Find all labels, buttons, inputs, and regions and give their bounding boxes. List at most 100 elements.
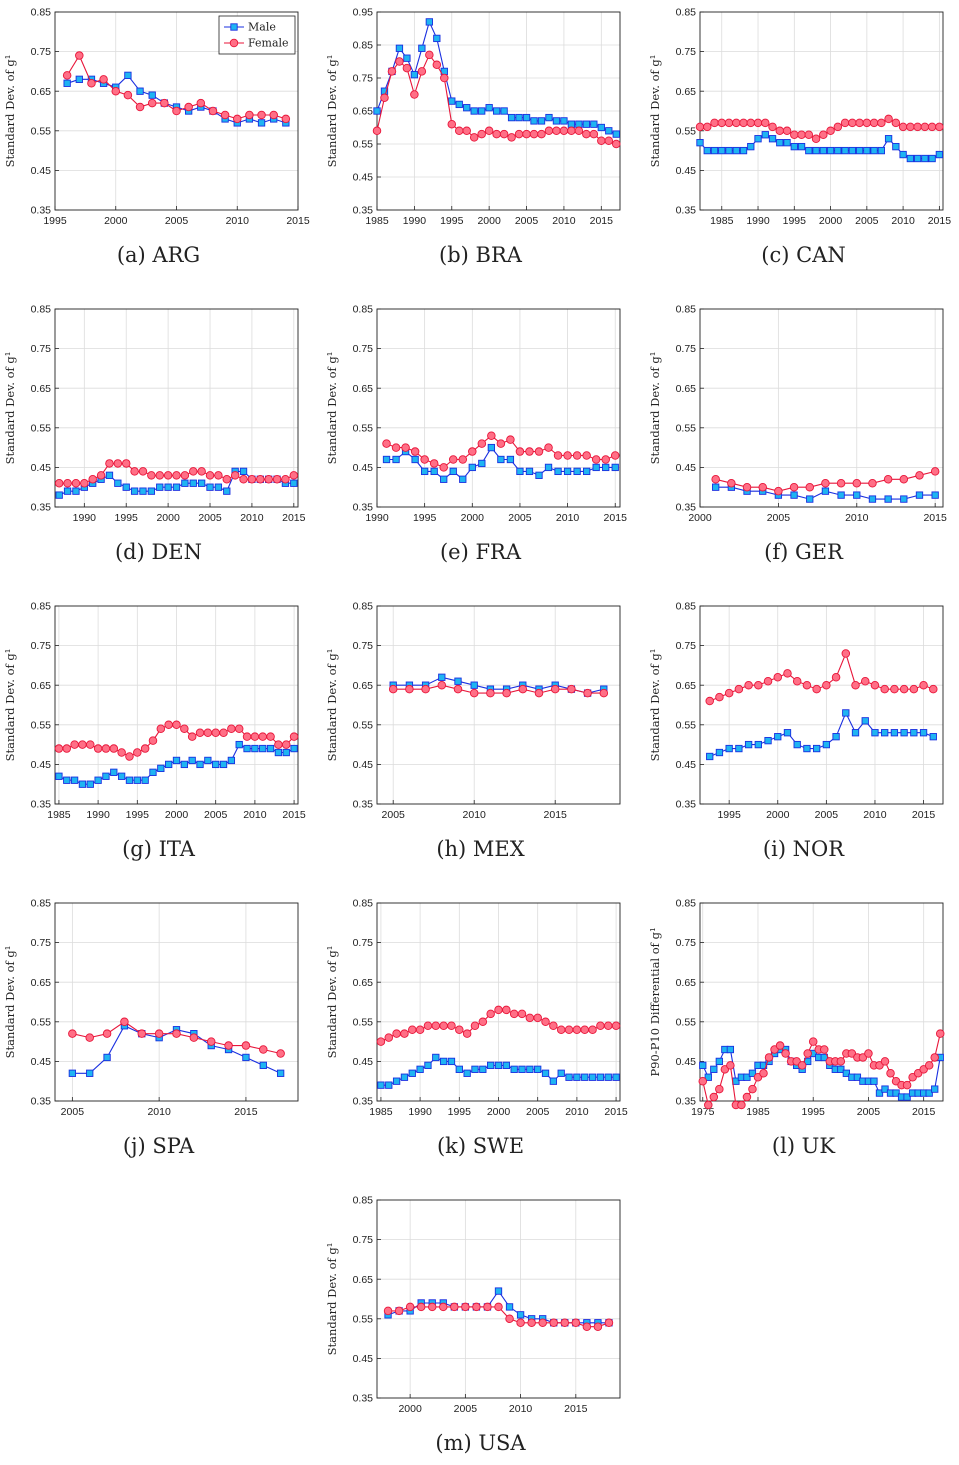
female-data-point [133,748,142,757]
x-tick-label: 2010 [226,215,250,227]
male-data-point [416,1065,424,1073]
female-data-point [753,118,763,128]
female-data-point [394,1306,404,1316]
female-data-point [515,447,525,456]
female-data-point [724,118,734,128]
chart-panel-4: 0.35 0.45 0.55 0.65 0.75 0.85 1990 1995 2000 2005… [3,304,306,564]
y-tick-label: 0.55 [676,719,697,731]
y-tick-label: 0.85 [31,601,52,613]
female-data-point [405,684,414,694]
female-data-point [870,680,880,690]
female-data-point [705,696,714,706]
female-data-point [711,475,720,484]
male-data-point [712,483,720,491]
female-data-point [518,684,528,694]
female-data-point [695,122,705,132]
y-tick-label: 0.35 [676,502,697,514]
female-data-point [773,673,783,682]
male-data-point [373,107,381,115]
female-data-point [405,1302,415,1312]
female-data-point [117,748,126,757]
male-data-point [157,764,165,773]
male-data-point [180,760,188,769]
female-data-point [499,129,509,139]
panel-caption: (a) ARG [117,243,200,267]
female-data-point [241,1041,251,1050]
female-data-point [410,447,420,456]
female-data-point [276,1049,285,1058]
male-data-point [842,1069,851,1077]
y-tick-label: 0.35 [31,502,52,514]
female-data-point [737,1100,746,1110]
female-data-point [80,478,89,488]
male-data-point [470,681,478,689]
axes-box [376,605,621,805]
male-data-point [468,463,476,472]
male-data-point [86,780,94,788]
male-data-point [385,1081,393,1089]
male-data-point [768,135,777,143]
female-data-point [538,1318,547,1328]
female-data-point [505,1314,514,1324]
female-data-point [421,684,430,694]
y-tick-label: 0.65 [676,86,697,98]
y-tick-label: 0.85 [353,898,374,910]
male-data-point [526,1065,534,1073]
x-tick-label: 2010 [552,215,576,227]
male-data-point [463,104,471,112]
axes-box [376,308,621,508]
female-data-point [439,1302,448,1312]
female-data-point [517,1009,527,1019]
female-data-point [559,126,569,136]
female-data-point [470,1021,480,1031]
male-data-point [447,1057,456,1066]
male-data-point [819,146,827,155]
x-tick-label: 2005 [857,1106,881,1118]
male-data-point [710,1065,718,1073]
y-tick-label: 0.35 [353,1393,374,1405]
male-data-point [266,744,275,753]
panel-caption: (i) NOR [763,837,845,861]
female-data-point [408,1025,417,1034]
female-data-point [913,122,922,132]
female-data-point [698,1076,708,1086]
female-data-point [599,688,609,698]
panel-caption: (j) SPA [123,1134,195,1158]
female-data-point [492,129,501,139]
x-tick-label: 1985 [365,215,389,227]
male-data-point [257,119,266,127]
female-data-point [726,1061,735,1070]
male-data-point [602,463,610,472]
female-data-point [258,732,267,741]
female-data-point [391,443,401,452]
male-data-point [837,1065,845,1073]
female-data-point [715,692,724,702]
y-axis-label: Standard Dev. of g¹ [3,352,17,465]
female-data-point [804,130,814,140]
female-data-point [819,130,828,140]
y-tick-label: 0.45 [676,462,697,474]
male-data-point [582,120,591,128]
male-data-point [900,729,908,737]
female-data-point [902,1080,912,1090]
female-data-point [860,676,870,686]
male-data-point [136,87,144,95]
female-data-point [259,1045,268,1054]
female-data-point [99,75,108,84]
female-data-point [783,669,792,678]
female-data-point [429,459,439,468]
male-data-point [573,1073,581,1081]
male-data-point [485,104,493,112]
male-data-point [826,146,835,155]
male-data-point [449,467,457,476]
male-data-point [881,1085,889,1093]
x-tick-label: 2005 [508,512,532,524]
male-data-point [424,1061,432,1070]
male-data-point [470,107,478,115]
y-axis-label: Standard Dev. of g¹ [648,55,662,168]
male-data-point [903,1093,911,1101]
x-tick-label: 1990 [746,215,770,227]
female-data-point [281,740,291,749]
male-data-point [884,135,893,143]
female-data-point [380,93,389,103]
